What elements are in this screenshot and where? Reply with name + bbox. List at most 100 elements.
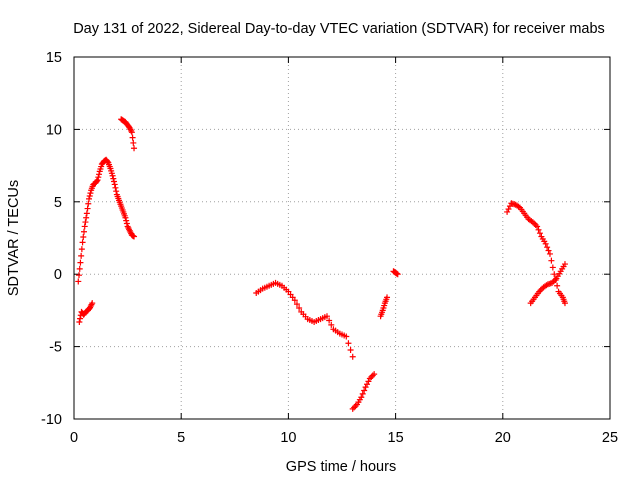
- data-point: [549, 279, 556, 286]
- data-point: [76, 272, 83, 279]
- data-point: [78, 246, 85, 253]
- data-point: [349, 353, 356, 360]
- data-point: [123, 217, 130, 224]
- data-point: [384, 294, 391, 301]
- data-point: [80, 234, 87, 241]
- data-point: [87, 190, 94, 197]
- data-point: [86, 195, 93, 202]
- data-point: [129, 134, 136, 141]
- data-point: [79, 239, 86, 246]
- data-point: [75, 278, 82, 285]
- x-tick-label: 5: [177, 430, 185, 446]
- data-point: [291, 297, 298, 304]
- data-point: [128, 129, 135, 136]
- data-point: [352, 402, 359, 409]
- data-point: [343, 333, 350, 340]
- x-tick-label: 0: [70, 430, 78, 446]
- data-point: [81, 228, 88, 235]
- chart-title: Day 131 of 2022, Sidereal Day-to-day VTE…: [73, 21, 605, 37]
- data-point: [542, 240, 549, 247]
- data-point: [296, 304, 303, 311]
- data-point: [358, 394, 365, 401]
- data-point: [504, 208, 511, 215]
- plot-area-frame: [73, 56, 611, 420]
- data-point: [109, 172, 116, 179]
- series-arc-6: [377, 294, 391, 320]
- y-tick-label: -10: [41, 412, 62, 428]
- x-tick-label: 25: [602, 430, 618, 446]
- y-tick-label: 15: [46, 50, 62, 66]
- data-point: [548, 257, 555, 264]
- series-arc-1: [76, 300, 96, 325]
- series-arc-8: [504, 200, 568, 307]
- data-point: [551, 271, 558, 278]
- data-point: [130, 139, 137, 146]
- series-arc-9: [527, 261, 568, 307]
- data-point: [82, 219, 89, 226]
- data-point: [345, 340, 352, 347]
- data-points: [75, 116, 568, 412]
- y-tick-label: -5: [49, 340, 62, 356]
- series-arc-2: [75, 156, 138, 285]
- data-point: [366, 375, 373, 382]
- data-point: [94, 177, 101, 184]
- series-arc-5: [349, 371, 378, 412]
- data-point: [544, 244, 551, 251]
- data-point: [112, 184, 119, 191]
- data-point: [323, 313, 330, 320]
- data-point: [113, 188, 120, 195]
- y-tick-label: 10: [46, 122, 62, 138]
- x-tick-labels: 0 5 10 15 20 25: [70, 430, 618, 446]
- data-point: [394, 271, 401, 278]
- data-point: [371, 371, 378, 378]
- data-point: [532, 221, 539, 228]
- series-arc-4: [253, 279, 356, 360]
- data-point: [326, 317, 333, 324]
- data-point: [77, 259, 84, 266]
- data-point: [83, 210, 90, 217]
- data-point: [359, 390, 366, 397]
- data-point: [89, 300, 96, 307]
- data-point: [111, 178, 118, 185]
- x-axis-label: GPS time / hours: [286, 459, 396, 475]
- data-point: [369, 372, 376, 379]
- data-point: [123, 220, 130, 227]
- data-point: [96, 171, 103, 178]
- y-tick-label: 5: [54, 195, 62, 211]
- series-arc-3: [118, 116, 138, 152]
- data-point: [78, 252, 85, 259]
- data-point: [534, 223, 541, 230]
- data-point: [537, 287, 544, 294]
- data-point: [122, 214, 129, 221]
- data-point: [77, 315, 84, 322]
- data-point: [505, 206, 512, 213]
- data-point: [536, 230, 543, 237]
- data-point: [561, 300, 568, 307]
- data-point: [83, 214, 90, 221]
- data-point: [549, 264, 556, 271]
- y-axis-label: SDTVAR / TECUs: [6, 180, 22, 296]
- data-point: [368, 374, 375, 381]
- x-tick-label: 15: [388, 430, 404, 446]
- data-point: [131, 145, 138, 152]
- data-point: [95, 174, 102, 181]
- data-point: [328, 321, 335, 328]
- x-tick-label: 10: [280, 430, 296, 446]
- axis-ticks: [73, 56, 611, 420]
- data-point: [347, 346, 354, 353]
- data-point: [76, 318, 83, 325]
- data-point: [349, 405, 356, 412]
- data-point: [362, 384, 369, 391]
- data-point: [351, 404, 358, 411]
- data-point: [84, 205, 91, 212]
- data-point: [535, 226, 542, 233]
- series-arc-7: [390, 268, 401, 278]
- data-point: [93, 178, 100, 185]
- data-point: [546, 250, 553, 257]
- data-point: [561, 261, 568, 268]
- data-point: [86, 193, 93, 200]
- data-point: [554, 282, 561, 289]
- data-point: [81, 223, 88, 230]
- data-point: [131, 233, 138, 240]
- data-point: [365, 378, 372, 385]
